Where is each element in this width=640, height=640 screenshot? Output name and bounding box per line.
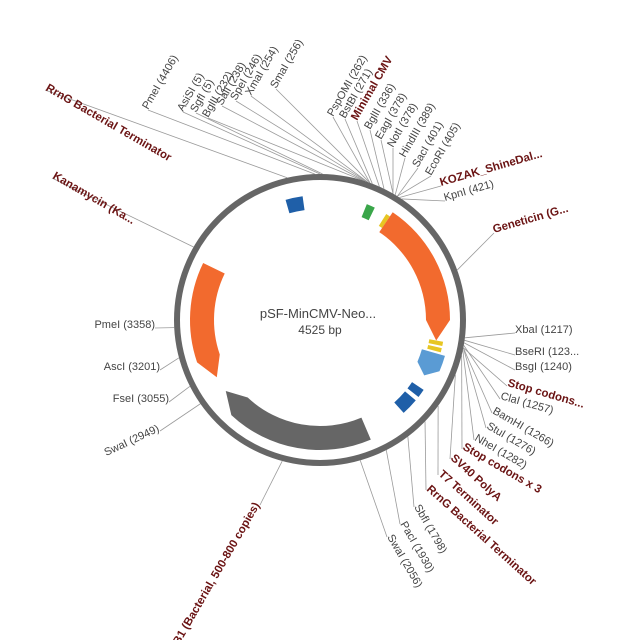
label-pmei-3358: PmeI (3358) [94, 319, 155, 331]
leader-asci [159, 357, 180, 371]
leader-rrng-top [44, 89, 288, 179]
leader-rrng-bottom [424, 421, 427, 491]
leader-bseri [464, 339, 516, 356]
feature-sv40 [417, 349, 445, 376]
leader-saci [397, 167, 419, 197]
leader-pmei-4406 [147, 109, 316, 175]
leader-sbfi [407, 436, 415, 508]
label-pmei-4406: PmeI (4406) [140, 53, 181, 111]
leader-sv40 [449, 374, 456, 460]
leader-xbai [464, 332, 516, 339]
leader-kanamycin [51, 177, 194, 248]
label-fsei: FseI (3055) [113, 393, 169, 405]
label-xbai: XbaI (1217) [515, 324, 572, 336]
leader-bglii [207, 117, 363, 181]
leader-spei [235, 100, 368, 183]
feature-kanamycin [190, 263, 225, 378]
label-bsgi: BsgI (1240) [515, 361, 572, 373]
leader-hindiii [394, 157, 406, 195]
label-pmb1: pMB1 (Bacterial, 500-800 copies) [163, 500, 263, 640]
label-asci: AscI (3201) [104, 361, 160, 373]
leader-geneticin [456, 232, 495, 271]
leader-min-cmv [356, 120, 380, 187]
leader-pspomi [332, 116, 371, 183]
feature-pmb1 [225, 391, 371, 451]
leader-sgfi [195, 112, 323, 175]
leader-swai-2056 [359, 460, 388, 538]
leader-paci [385, 450, 401, 525]
leader-pmb1 [259, 460, 283, 506]
leader-fsei [168, 385, 191, 403]
leader-nhei [462, 350, 475, 441]
leader-bstbi [344, 118, 373, 184]
plasmid-size: 4525 bp [298, 323, 342, 337]
leader-sali [221, 105, 366, 182]
leader-swai-2949 [159, 403, 201, 432]
leader-eagi [380, 139, 394, 194]
leader-bsgi [464, 342, 516, 371]
leader-clai [463, 345, 501, 400]
label-geneticin: Geneticin (G... [492, 203, 570, 236]
feature-rrng-top [285, 196, 305, 214]
leader-bamhi [462, 347, 493, 414]
leader-lines [44, 88, 516, 538]
label-kanamycin: Kanamycin (Ka... [51, 170, 137, 227]
feature-kozak [378, 213, 390, 228]
feature-rrng-bottom [394, 391, 416, 413]
plasmid-name: pSF-MinCMV-Neo... [260, 306, 376, 321]
leader-kpni [401, 198, 446, 202]
feature-stop-codons-1 [428, 339, 444, 346]
label-bseri: BseRI (123... [515, 346, 579, 358]
leader-stop-codons-1 [463, 347, 508, 387]
leader-kozak [399, 185, 442, 198]
feature-min-cmv [361, 204, 375, 221]
label-swai-2949: SwaI (2949) [102, 423, 161, 459]
leader-stui [462, 347, 487, 429]
leader-bglii-336 [369, 129, 385, 189]
plasmid-backbone-circle [174, 174, 466, 466]
leader-asisi [182, 111, 321, 175]
feature-geneticin [379, 212, 450, 341]
feature-glyphs [190, 196, 450, 451]
leader-xmai [250, 95, 368, 183]
feature-t7-term [407, 382, 424, 397]
feature-stop-codons-2 [427, 344, 442, 353]
leader-ecori [397, 175, 432, 197]
leader-smai [275, 88, 371, 184]
label-smai: SmaI (256) [268, 37, 306, 90]
